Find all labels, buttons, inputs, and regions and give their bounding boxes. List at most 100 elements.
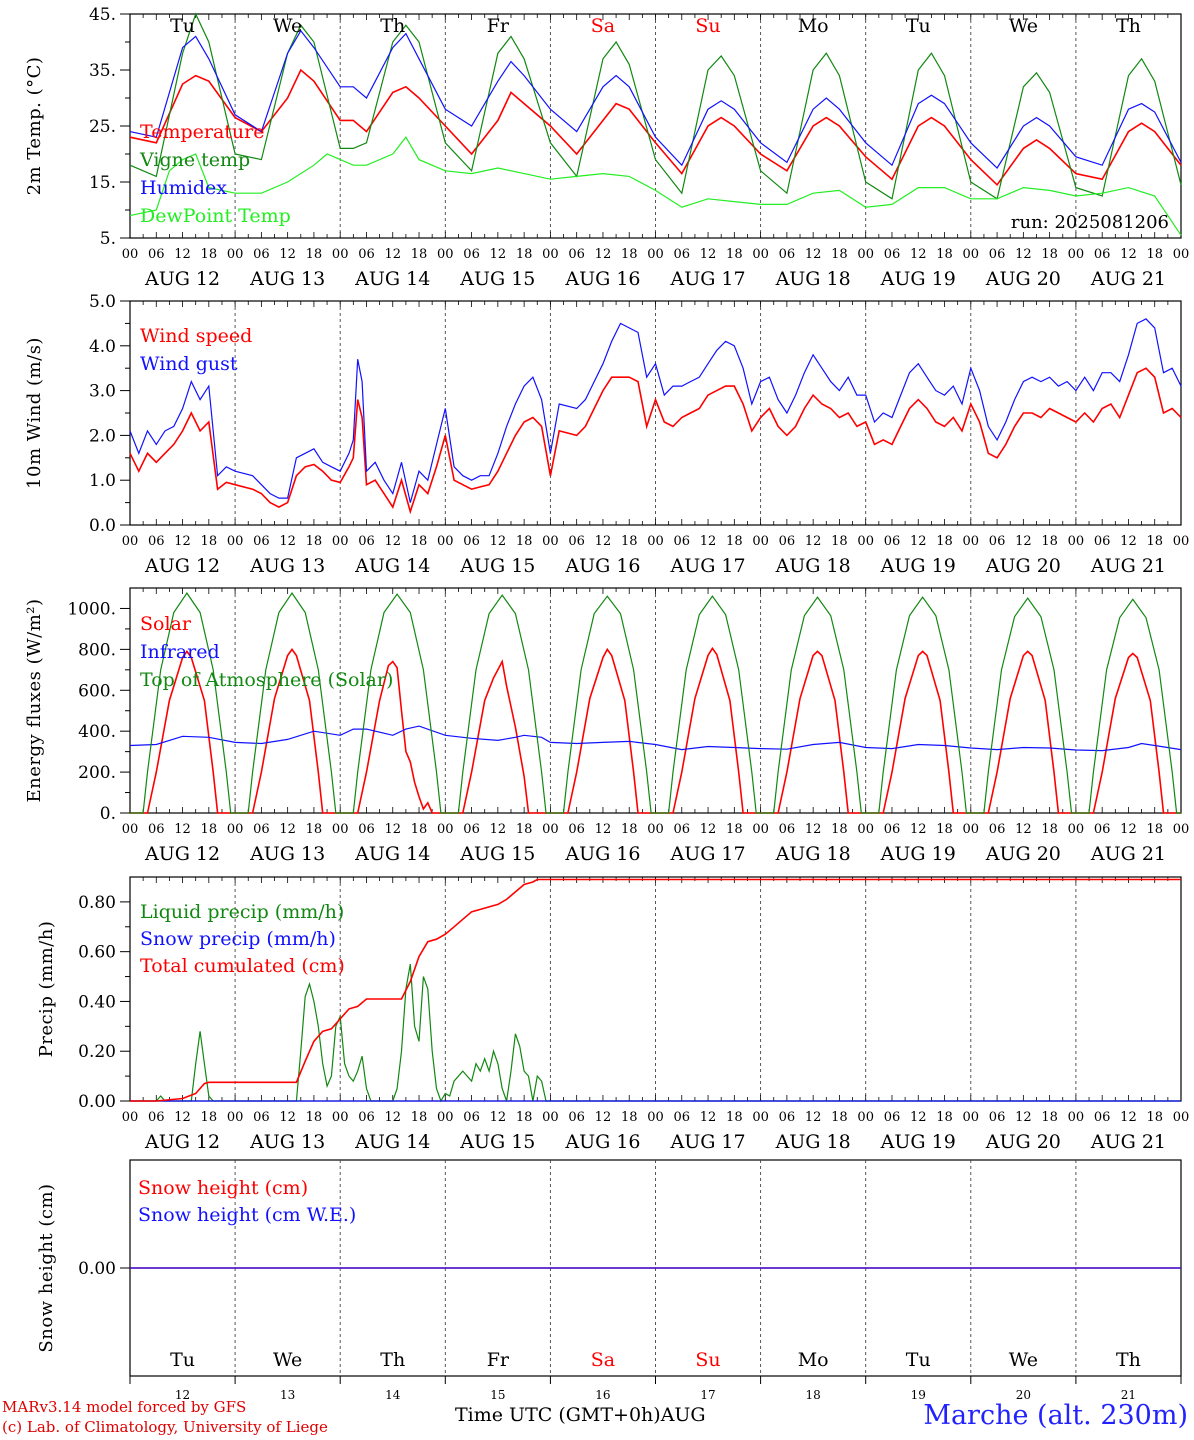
x-hour-label: 18 (726, 247, 743, 262)
x-date-label: AUG 14 (354, 843, 430, 865)
y-tick-label: 35. (89, 61, 116, 81)
x-hour-label: 18 (831, 534, 848, 549)
x-hour-label: 12 (805, 822, 822, 837)
x-hour-label: 06 (253, 534, 270, 549)
x-hour-label: 18 (831, 1110, 848, 1125)
x-date-label: AUG 21 (1090, 268, 1166, 290)
x-hour-label: 00 (332, 534, 349, 549)
x-day-number: 12 (175, 1388, 190, 1402)
x-day-number: 20 (1016, 1388, 1031, 1402)
x-hour-label: 00 (1173, 534, 1190, 549)
x-date-label: AUG 17 (669, 1131, 745, 1153)
x-hour-label: 06 (358, 1110, 375, 1125)
x-hour-label: 00 (1173, 1110, 1190, 1125)
panel-precip: 0.80 0.60 0.40 0.20 0.00 Precip (mm/h) Liquid … (36, 876, 1190, 1153)
x-hour-label: 18 (831, 822, 848, 837)
x-hour-label: 00 (437, 822, 454, 837)
y-tick-label: 4.0 (89, 337, 116, 357)
x-hour-label: 06 (358, 822, 375, 837)
x-hour-label: 18 (726, 534, 743, 549)
y-tick-label: 600. (78, 681, 116, 701)
x-hour-label: 06 (1094, 1110, 1111, 1125)
x-date-label: AUG 17 (669, 268, 745, 290)
x-day-number: 14 (385, 1388, 401, 1402)
x-hour-label: 18 (306, 822, 323, 837)
x-hour-label: 12 (805, 247, 822, 262)
x-hour-label: 18 (621, 822, 638, 837)
x-hour-label: 12 (1015, 822, 1032, 837)
x-hour-label: 00 (542, 534, 559, 549)
x-hour-label: 18 (306, 534, 323, 549)
x-date-label: AUG 19 (880, 555, 956, 577)
x-hour-label: 00 (332, 1110, 349, 1125)
x-hour-label: 18 (306, 1110, 323, 1125)
x-hour-label: 18 (621, 1110, 638, 1125)
x-hour-label: 18 (411, 822, 428, 837)
x-hour-label: 18 (411, 247, 428, 262)
x-date-label: AUG 15 (459, 843, 535, 865)
x-hour-label: 18 (1146, 534, 1163, 549)
x-hour-label: 06 (779, 1110, 796, 1125)
x-hour-label: 06 (253, 247, 270, 262)
x-hour-label: 00 (122, 1110, 139, 1125)
x-date-label: AUG 12 (144, 555, 220, 577)
x-date-label: AUG 18 (775, 1131, 851, 1153)
x-hour-label: 12 (490, 247, 507, 262)
x-hour-label: 12 (384, 1110, 401, 1125)
series-line-wind-gust (129, 318, 1182, 503)
y-tick-label: 5. (100, 229, 116, 249)
x-hour-label: 12 (490, 534, 507, 549)
panel-energy: 1000. 800. 600. 400. 200. 0. Energy fluxes (W/… (24, 587, 1189, 865)
x-hour-label: 06 (674, 822, 691, 837)
x-hour-label: 12 (595, 822, 612, 837)
x-hour-label: 06 (884, 1110, 901, 1125)
x-hour-label: 00 (752, 1110, 769, 1125)
x-hour-label: 00 (122, 534, 139, 549)
series-line-solar (130, 646, 1181, 814)
x-date-label: AUG 15 (459, 1131, 535, 1153)
x-hour-label: 06 (148, 822, 165, 837)
day-name-label: Tu (906, 1349, 931, 1371)
x-hour-label: 00 (752, 534, 769, 549)
x-hour-label: 00 (857, 1110, 874, 1125)
x-date-label: AUG 16 (564, 843, 640, 865)
x-hour-label: 06 (253, 1110, 270, 1125)
y-tick-label: 0.80 (78, 893, 116, 913)
x-hour-label: 06 (989, 822, 1006, 837)
x-hour-label: 06 (568, 534, 585, 549)
y-tick-label: 5.0 (89, 292, 116, 312)
x-hour-label: 18 (1146, 1110, 1163, 1125)
x-hour-label: 06 (568, 1110, 585, 1125)
x-hour-label: 00 (647, 534, 664, 549)
x-hour-label: 18 (831, 247, 848, 262)
x-hour-label: 00 (437, 534, 454, 549)
x-date-label: AUG 13 (249, 843, 325, 865)
x-hour-label: 12 (1120, 822, 1137, 837)
x-hour-label: 12 (700, 1110, 717, 1125)
legend-entry: Humidex (140, 177, 227, 199)
x-hour-label: 12 (1015, 534, 1032, 549)
x-date-label: AUG 14 (354, 268, 430, 290)
x-hour-label: 00 (857, 247, 874, 262)
y-axis-label: 2m Temp. (°C) (24, 57, 45, 196)
x-hour-label: 00 (332, 247, 349, 262)
x-hour-label: 06 (358, 534, 375, 549)
x-date-label: AUG 18 (775, 268, 851, 290)
x-hour-label: 00 (857, 822, 874, 837)
x-hour-label: 18 (411, 534, 428, 549)
y-tick-label: 15. (89, 173, 116, 193)
x-hour-label: 00 (647, 822, 664, 837)
x-hour-label: 06 (674, 1110, 691, 1125)
month-label: AUG (660, 1404, 706, 1426)
series-line-wind-speed (129, 367, 1182, 515)
x-date-label: AUG 12 (144, 843, 220, 865)
x-hour-label: 00 (122, 822, 139, 837)
x-hour-label: 12 (910, 1110, 927, 1125)
x-date-label: AUG 21 (1090, 843, 1166, 865)
x-hour-label: 12 (279, 1110, 296, 1125)
y-tick-label: 0.40 (78, 992, 116, 1012)
x-hour-label: 00 (857, 534, 874, 549)
day-name-label: Th (1116, 1349, 1141, 1371)
day-name-label: Tu (170, 15, 195, 37)
